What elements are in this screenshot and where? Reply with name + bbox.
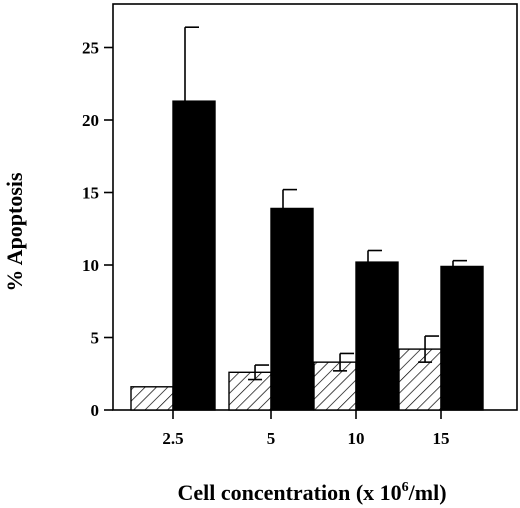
y-tick-label: 5 <box>91 329 100 348</box>
y-axis-title: % Apoptosis <box>2 172 27 292</box>
y-axis: 0 5 10 15 20 25 <box>82 39 113 420</box>
bar-solid <box>355 261 399 411</box>
bar-solid <box>440 265 484 411</box>
bar-hatched <box>228 371 272 411</box>
y-tick-label: 15 <box>82 184 99 203</box>
x-axis: 2.5 5 10 15 <box>162 410 450 448</box>
x-axis-title-main: Cell concentration (x 10 <box>177 480 401 505</box>
y-tick-label: 25 <box>82 39 99 58</box>
x-axis-title-end: /ml) <box>408 480 447 505</box>
bar-hatched <box>313 361 357 411</box>
bar-solid <box>172 100 216 411</box>
y-tick-label: 20 <box>82 111 99 130</box>
x-tick-label: 15 <box>433 429 450 448</box>
bar-series <box>130 26 484 411</box>
x-axis-title-superscript: 6 <box>402 480 409 495</box>
y-tick-label: 0 <box>91 401 100 420</box>
bar-hatched <box>398 348 442 411</box>
y-tick-label: 10 <box>82 256 99 275</box>
bar-hatched <box>130 386 174 411</box>
x-tick-label: 2.5 <box>162 429 183 448</box>
x-tick-label: 10 <box>348 429 365 448</box>
x-tick-label: 5 <box>267 429 276 448</box>
bar-solid <box>270 207 314 411</box>
x-axis-title: Cell concentration (x 106/ml) <box>177 480 446 505</box>
